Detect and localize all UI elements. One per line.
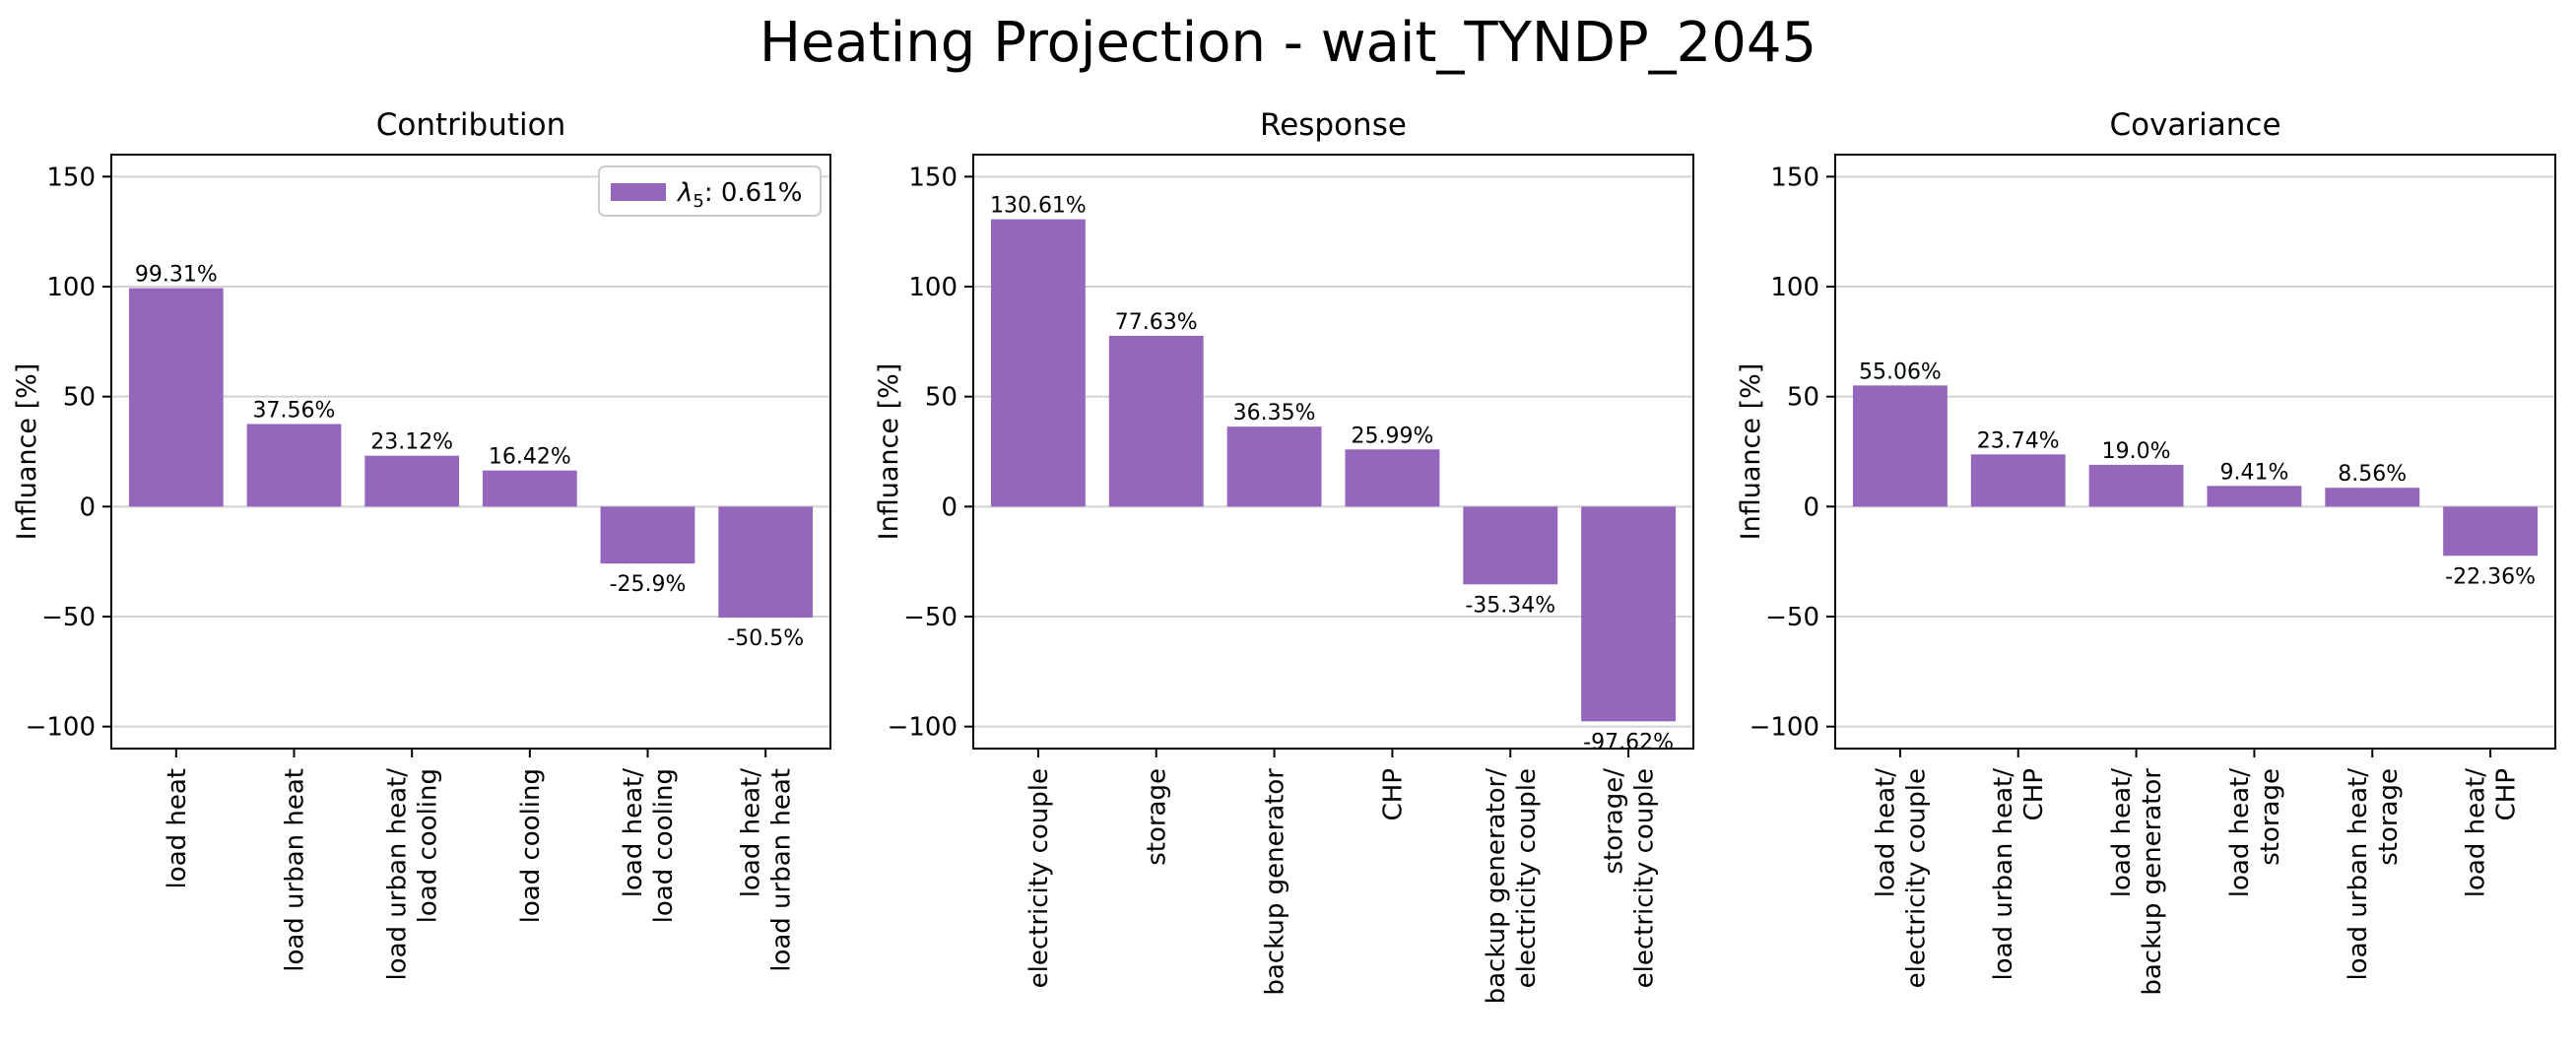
x-tick-label: load heat/CHP <box>2462 768 2522 897</box>
bar-value-label: -25.9% <box>610 572 687 597</box>
x-tick-label: load heat/backup generator <box>2107 768 2167 996</box>
y-tick-label: 100 <box>1770 273 1819 302</box>
bar <box>246 424 342 507</box>
y-tick-label: 0 <box>79 492 96 522</box>
y-axis-label: Influance [%] <box>12 363 42 541</box>
bar-value-label: 19.0% <box>2102 439 2171 464</box>
bar <box>1970 454 2066 507</box>
y-tick-label: 0 <box>941 492 958 522</box>
y-tick-label: 50 <box>925 383 958 413</box>
x-tick-label: load urban heat <box>280 768 309 972</box>
y-tick-label: 150 <box>908 163 958 192</box>
y-tick-label: −100 <box>888 713 958 743</box>
bar <box>2325 488 2420 507</box>
bar-value-label: 8.56% <box>2338 462 2407 487</box>
x-tick-label: backup generator <box>1261 768 1290 996</box>
axes-frame <box>1834 154 2556 750</box>
y-axis-label: Influance [%] <box>874 363 904 541</box>
bar-value-label: 9.41% <box>2219 460 2288 485</box>
x-tick-label: CHP <box>1378 768 1408 820</box>
y-tick-label: −100 <box>1750 713 1819 743</box>
y-tick-label: 100 <box>46 273 96 302</box>
bar <box>482 470 577 507</box>
bar <box>128 288 224 507</box>
bar <box>718 506 814 619</box>
axes-frame <box>110 154 831 750</box>
y-tick-label: −50 <box>1765 603 1819 632</box>
x-tick-label: electricity couple <box>1024 768 1054 988</box>
y-tick-label: 50 <box>1787 383 1819 413</box>
x-tick-label: storage <box>1143 768 1172 866</box>
y-tick-label: 150 <box>46 163 96 192</box>
y-tick-label: −50 <box>903 603 958 632</box>
x-tick-label: load urban heat/storage <box>2344 768 2404 981</box>
legend-label: λ5: 0.61% <box>676 178 802 212</box>
x-tick-label: load urban heat/CHP <box>1989 768 2049 981</box>
bar <box>2088 464 2184 507</box>
bar-value-label: 37.56% <box>253 398 336 423</box>
bar-value-label: 77.63% <box>1115 310 1198 335</box>
bar <box>1581 506 1677 722</box>
bar <box>2207 486 2302 507</box>
bar-value-label: 36.35% <box>1233 401 1316 426</box>
x-tick-label: storage/electricity couple <box>1600 768 1660 989</box>
y-tick-label: 150 <box>1770 163 1819 192</box>
bar-value-label: 130.61% <box>990 194 1087 219</box>
bar <box>990 219 1086 507</box>
x-tick-label: load heat/electricity couple <box>1871 768 1931 989</box>
x-tick-label: load urban heat/load cooling <box>383 768 443 981</box>
bar-value-label: 16.42% <box>489 445 571 470</box>
subplot-title: Response <box>1260 107 1407 143</box>
bar-value-label: 23.12% <box>370 430 453 455</box>
y-tick-label: 50 <box>63 383 96 413</box>
y-tick-label: 0 <box>1803 492 1819 522</box>
x-tick-label: load cooling <box>516 768 546 923</box>
bar <box>1108 335 1204 507</box>
bar-value-label: -22.36% <box>2445 564 2536 589</box>
legend-box <box>598 165 822 217</box>
x-tick-label: load heat/storage <box>2225 768 2285 897</box>
subplot-title: Covariance <box>2109 107 2280 143</box>
bar-value-label: 23.74% <box>1977 428 2060 453</box>
bar-value-label: 55.06% <box>1859 360 1942 384</box>
bar <box>364 455 460 507</box>
y-tick-label: 100 <box>908 273 958 302</box>
subplot-title: Contribution <box>376 107 565 143</box>
y-tick-label: −50 <box>41 603 96 632</box>
bar-value-label: 99.31% <box>135 263 218 288</box>
bar-value-label: -35.34% <box>1465 593 1555 618</box>
bar <box>1463 506 1558 585</box>
bar <box>600 506 695 564</box>
bar <box>2443 506 2539 557</box>
bar <box>1226 426 1322 507</box>
x-tick-label: load heat/load urban heat <box>737 768 797 972</box>
x-tick-label: load heat/load cooling <box>619 768 679 924</box>
x-tick-label: backup generator/electricity couple <box>1482 768 1542 1005</box>
y-tick-label: −100 <box>26 713 96 743</box>
bar-value-label: -50.5% <box>727 626 804 651</box>
bar-value-label: 25.99% <box>1351 424 1433 448</box>
bar <box>1852 385 1948 507</box>
legend-swatch <box>611 183 666 201</box>
x-tick-label: load heat <box>163 768 192 888</box>
axes-frame <box>972 154 1694 750</box>
bar <box>1345 449 1440 507</box>
figure-title: Heating Projection - wait_TYNDP_2045 <box>759 11 1817 75</box>
y-axis-label: Influance [%] <box>1736 363 1766 541</box>
